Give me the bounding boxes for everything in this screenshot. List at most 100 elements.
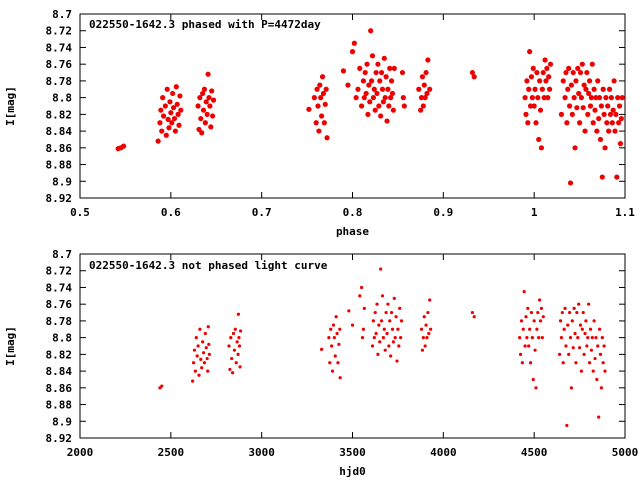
data-point [613,111,619,117]
data-point [200,90,206,97]
data-point [421,336,425,340]
data-point [547,61,554,67]
data-point [518,352,523,356]
data-point [577,346,582,350]
data-point [160,113,167,119]
data-point [384,118,390,124]
data-point [561,361,565,365]
data-point [588,327,593,331]
data-point [584,69,590,76]
data-point [576,120,583,126]
y-tick-label: 8.92 [46,192,73,205]
data-point [330,369,335,373]
data-point [597,136,604,143]
data-point [168,110,174,116]
data-point [422,315,426,319]
data-point [158,107,164,113]
data-point [159,128,165,134]
data-point [196,344,200,348]
data-point [379,267,383,271]
data-point [173,84,179,90]
y-tick-label: 8.88 [46,399,73,412]
data-point [362,306,366,310]
data-point [598,103,604,109]
y-tick-label: 8.7 [52,8,72,21]
data-point [205,356,209,361]
data-point [573,78,579,84]
y-tick-label: 8.72 [46,25,73,38]
data-point [536,310,540,315]
data-point [378,69,385,76]
data-point [230,356,234,361]
data-point [590,336,594,340]
data-point [604,120,610,126]
data-point [376,352,380,356]
data-point [390,327,395,331]
data-point [568,336,573,340]
data-point [520,361,524,365]
x-tick-label: 0.6 [161,206,181,219]
data-point [358,294,362,298]
data-point [569,386,574,390]
data-point [206,325,210,329]
data-point [206,95,212,101]
data-point [201,340,205,344]
y-tick-label: 8.86 [46,142,73,155]
data-point [587,103,594,109]
data-point [523,111,529,117]
data-point [162,103,168,109]
data-points [158,267,607,428]
data-point [576,90,582,97]
data-point [567,310,572,315]
data-point [599,386,603,390]
x-tick-label: 3500 [339,446,366,459]
data-point [368,28,374,34]
data-point [531,103,537,109]
data-point [366,82,372,88]
data-point [592,107,598,113]
data-point [203,99,209,105]
y-tick-label: 8.76 [46,298,73,311]
data-point [594,128,600,134]
data-point [594,336,598,340]
data-point [157,120,163,126]
data-point [425,336,429,340]
data-point [574,105,580,111]
x-tick-label: 3000 [248,446,275,459]
data-point [399,69,406,76]
data-point [390,107,396,113]
data-point [418,95,425,101]
data-point [369,53,376,59]
data-point [389,90,396,97]
data-point [616,103,623,109]
data-point [329,327,333,331]
data-point [396,327,400,331]
data-point [558,319,563,323]
data-point [229,336,233,340]
data-point [470,310,474,315]
data-point [566,323,570,327]
data-point [350,323,355,327]
data-point [345,82,351,88]
data-point [320,90,327,97]
data-point [578,323,583,327]
data-point [381,55,387,61]
data-point [535,95,541,101]
data-point [564,120,570,126]
data-point [596,115,602,122]
data-point [427,331,431,336]
data-point [540,69,546,76]
data-point [519,319,524,323]
data-point [541,315,545,319]
data-point [528,361,533,365]
data-point [425,57,431,63]
data-point [378,113,384,119]
data-point [606,86,613,92]
data-point [582,352,586,356]
data-point [578,95,585,101]
data-point [320,347,324,351]
data-point [338,376,342,380]
data-point [618,115,624,122]
chart-title: 022550-1642.3 not phased light curve [89,259,328,272]
